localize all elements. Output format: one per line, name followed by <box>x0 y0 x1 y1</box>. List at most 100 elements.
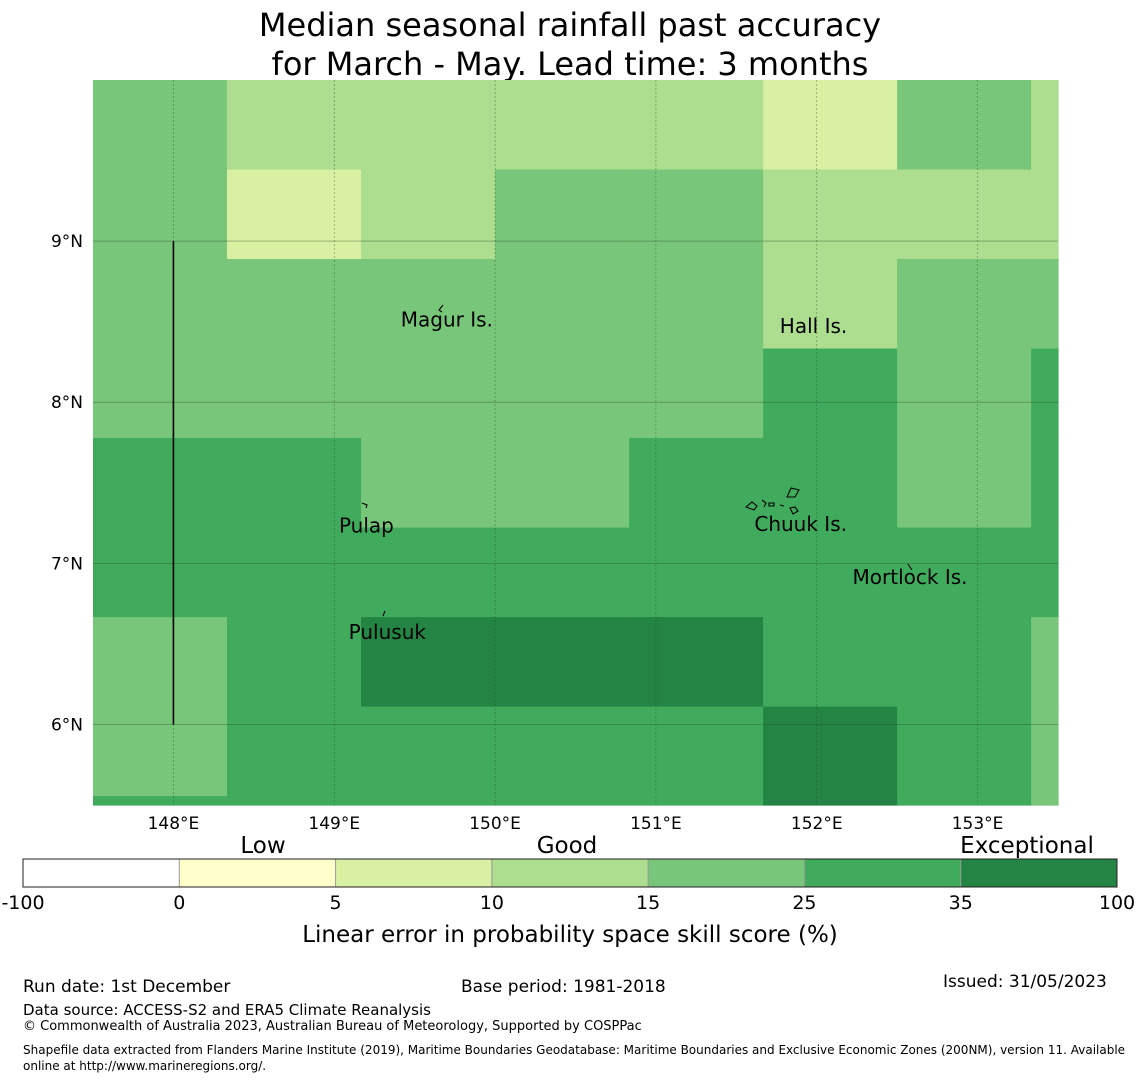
place-label: Hall Is. <box>780 314 847 338</box>
grid-cell <box>227 259 362 350</box>
colorbar-tick-label: 10 <box>480 892 504 914</box>
grid-cell <box>93 169 228 260</box>
colorbar-tick-label: 35 <box>949 892 973 914</box>
grid-cell <box>763 706 898 797</box>
grid-cell <box>361 796 496 806</box>
island-outline <box>779 504 785 507</box>
grid-cell <box>227 348 362 439</box>
place-label: Mortlock Is. <box>853 565 968 589</box>
colorbar-tick-label: -100 <box>1 892 44 914</box>
legend-category-label: Exceptional <box>960 833 1094 859</box>
grid-cell <box>93 706 228 797</box>
colorbar-tick-label: 0 <box>173 892 185 914</box>
grid-cell <box>93 80 228 171</box>
grid-cell <box>897 527 1032 618</box>
colorbar-tick-label: 15 <box>636 892 660 914</box>
longitude-tick-label: 150°E <box>469 814 521 834</box>
grid-cell <box>227 617 362 708</box>
grid-cell <box>93 348 228 439</box>
grid-cell <box>361 527 496 618</box>
colorbar-axis-label: Linear error in probability space skill … <box>302 922 838 948</box>
grid-cell <box>93 438 228 529</box>
island-outline <box>382 610 386 617</box>
grid-cell <box>629 438 764 529</box>
grid-cell <box>361 617 496 708</box>
grid-cell <box>1031 617 1059 708</box>
grid-cell <box>495 259 630 350</box>
latitude-tick-labels: 9°N 8°N 7°N 6°N <box>51 232 83 735</box>
island-outline <box>768 502 775 507</box>
colorbar-bin <box>335 859 492 887</box>
grid-cell <box>763 80 898 171</box>
island-outlines <box>361 304 913 617</box>
grid-cell <box>1031 80 1059 171</box>
grid-cell <box>227 169 362 260</box>
grid-cell <box>629 80 764 171</box>
data-source: Data source: ACCESS-S2 and ERA5 Climate … <box>23 1001 431 1019</box>
colorbar-bin <box>23 859 180 887</box>
colorbar-tick-label: 25 <box>792 892 816 914</box>
grid-cell <box>763 527 898 618</box>
grid-cell <box>629 706 764 797</box>
grid-cell <box>361 169 496 260</box>
map-figure: Magur Is. Hall Is. Pulap Chuuk Is. Mortlock … <box>1 80 1135 948</box>
longitude-tick-labels: 148°E 149°E 150°E 151°E 152°E 153°E <box>148 814 1004 834</box>
grid-cell <box>629 527 764 618</box>
skill-grid <box>93 80 1059 806</box>
grid-cell <box>629 348 764 439</box>
latitude-tick-label: 7°N <box>51 554 83 574</box>
island-outline <box>438 304 444 313</box>
grid-cell <box>495 80 630 171</box>
latitude-tick-label: 6°N <box>51 715 83 735</box>
grid-cell <box>629 617 764 708</box>
colorbar-bin <box>960 859 1117 887</box>
longitude-tick-label: 149°E <box>308 814 360 834</box>
legend-categories: Low Good Exceptional <box>240 833 1093 859</box>
grid-cell <box>227 438 362 529</box>
grid-cell <box>1031 438 1059 529</box>
grid-cell <box>495 348 630 439</box>
place-label: Magur Is. <box>401 307 493 331</box>
issued-date: Issued: 31/05/2023 <box>943 972 1107 992</box>
colorbar-bin <box>648 859 805 887</box>
chart-title-line2: for March - May. Lead time: 3 months <box>271 45 869 83</box>
grid-cell <box>1031 527 1059 618</box>
colorbar-tick-label: 5 <box>330 892 342 914</box>
grid-cell <box>361 80 496 171</box>
grid-cell <box>897 617 1032 708</box>
run-date: Run date: 1st December <box>23 977 231 997</box>
base-period: Base period: 1981-2018 <box>461 977 666 997</box>
legend-category-label: Low <box>240 833 285 859</box>
grid-cell <box>93 259 228 350</box>
island-outline <box>786 487 800 498</box>
grid-cell <box>495 169 630 260</box>
legend-category-label: Good <box>537 833 598 859</box>
grid-cell <box>897 706 1032 797</box>
grid-cell <box>629 259 764 350</box>
colorbar-tick-labels: -100 0 5 10 15 25 35 100 <box>1 892 1135 914</box>
place-label: Chuuk Is. <box>754 512 847 536</box>
colorbar-bin <box>179 859 336 887</box>
grid-cell <box>763 796 898 806</box>
grid-cell <box>227 796 362 806</box>
grid-cell <box>763 617 898 708</box>
island-outline <box>789 506 799 515</box>
grid-cell <box>629 796 764 806</box>
copyright: © Commonwealth of Australia 2023, Austra… <box>23 1019 642 1034</box>
grid-cell <box>897 80 1032 171</box>
longitude-tick-label: 153°E <box>952 814 1004 834</box>
grid-cell <box>227 527 362 618</box>
grid-cell <box>495 527 630 618</box>
grid-cell <box>495 617 630 708</box>
grid-cell <box>897 796 1032 806</box>
grid-cell <box>495 706 630 797</box>
grid-cell <box>1031 796 1059 806</box>
grid-cell <box>93 796 228 806</box>
place-label: Pulusuk <box>349 620 427 644</box>
grid-cell <box>763 438 898 529</box>
grid-cell <box>93 617 228 708</box>
grid-cell <box>763 259 898 350</box>
place-label: Pulap <box>339 514 394 538</box>
grid-cell <box>763 348 898 439</box>
grid-cell <box>93 527 228 618</box>
